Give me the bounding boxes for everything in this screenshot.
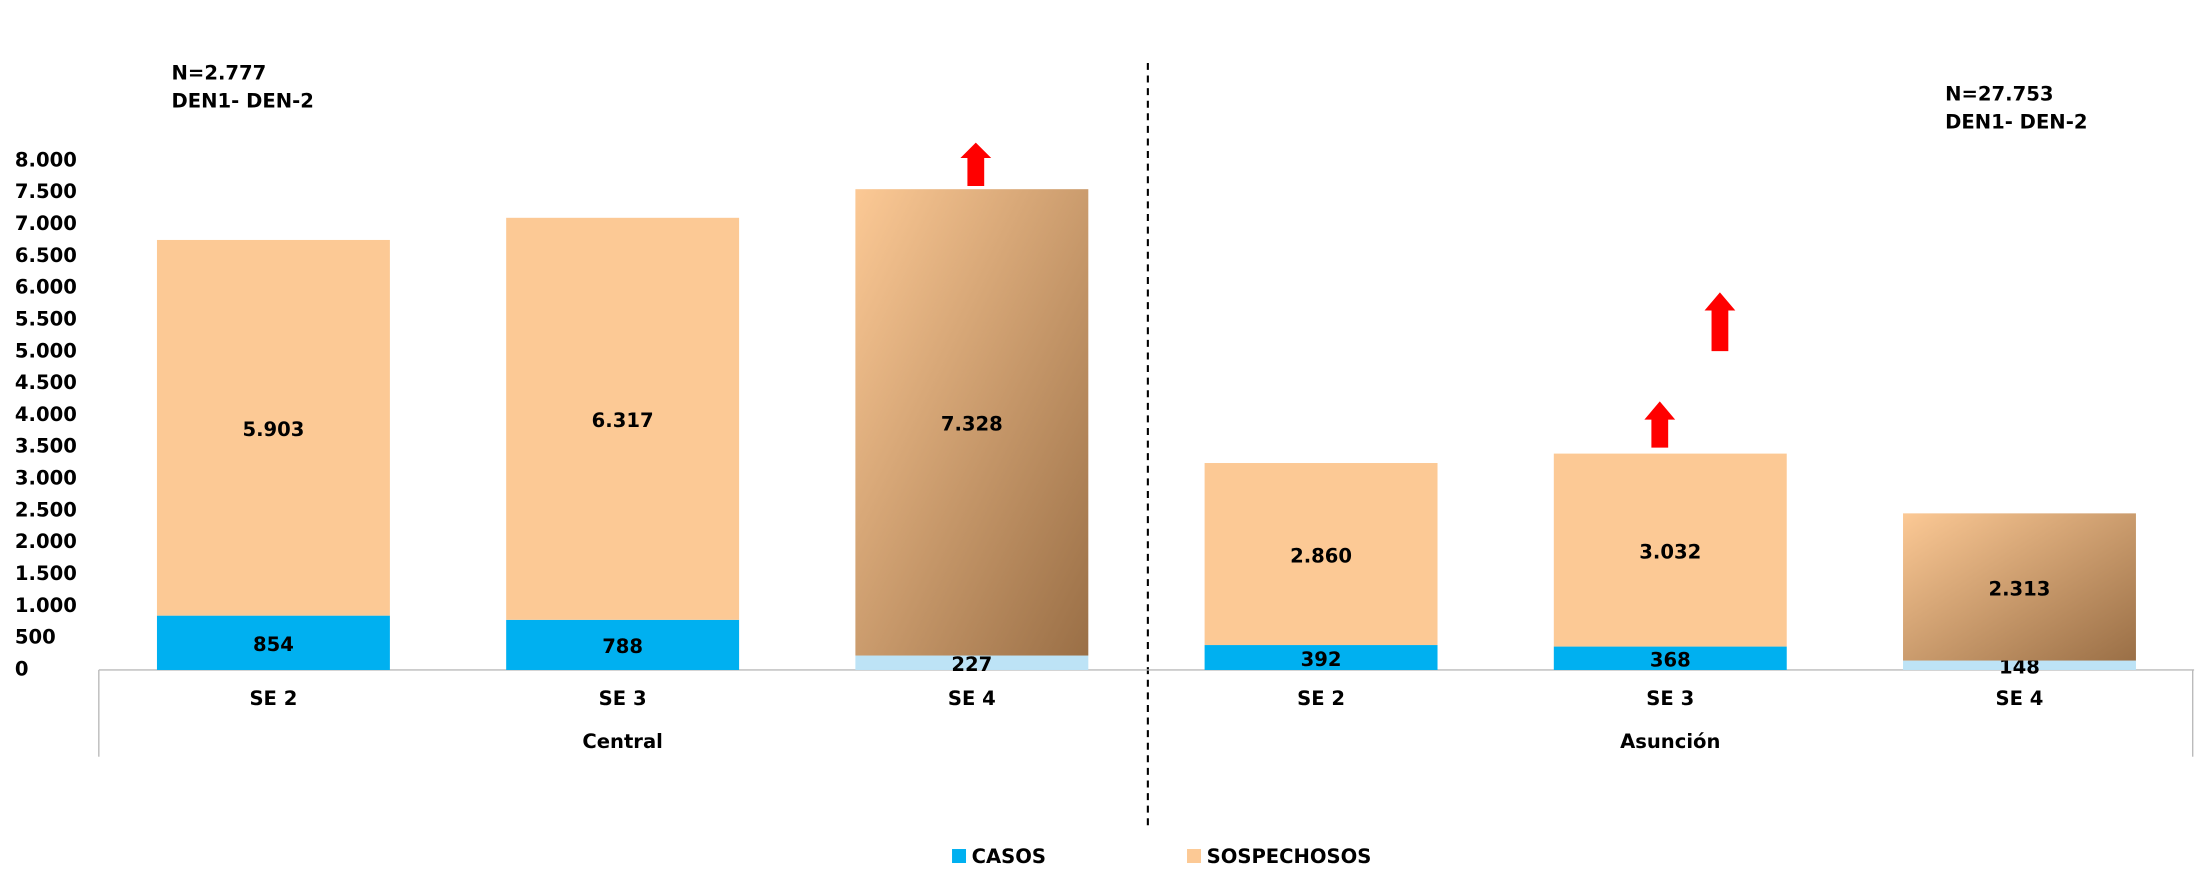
data-label: 368 <box>1650 649 1691 672</box>
bar-segment <box>1903 660 2136 670</box>
y-tick-label: 5.500 <box>15 307 77 330</box>
x-tick-label: SE 4 <box>948 687 996 710</box>
x-tick-label: SE 3 <box>599 687 647 710</box>
data-label: 7.328 <box>941 413 1003 436</box>
bar-segment <box>156 615 390 670</box>
group-label: Central <box>582 730 663 753</box>
bar-segment <box>1553 646 1787 670</box>
arrow <box>960 142 992 187</box>
y-tick-label: 6.000 <box>15 276 77 299</box>
data-label: 2.313 <box>1989 577 2051 600</box>
y-tick-label: 7.000 <box>15 212 77 235</box>
legend-label: SOSPECHOSOS <box>1207 845 1372 868</box>
arrow <box>1704 292 1736 352</box>
x-tick-label: SE 2 <box>1297 687 1345 710</box>
bar-segment <box>1553 453 1787 647</box>
bar-segment <box>1204 463 1438 646</box>
y-tick-label: 0 <box>15 657 29 680</box>
bar-segment <box>506 217 740 620</box>
y-tick-label: 3.000 <box>15 467 77 490</box>
annotation: N=27.753 <box>1945 83 2053 106</box>
bar-segment <box>156 239 390 616</box>
data-label: 148 <box>1999 656 2040 679</box>
y-tick-label: 5.000 <box>15 339 77 362</box>
annotation: DEN1- DEN-2 <box>172 90 314 113</box>
y-tick-label: 6.500 <box>15 244 77 267</box>
data-label: 5.903 <box>242 418 304 441</box>
data-label: 3.032 <box>1639 540 1701 563</box>
x-tick-label: SE 4 <box>1996 687 2044 710</box>
bar-segment <box>506 619 740 670</box>
y-tick-label: 1.000 <box>15 594 77 617</box>
data-label: 6.317 <box>592 409 654 432</box>
bar-segment <box>1903 513 2136 661</box>
group-label: Asunción <box>1620 730 1720 753</box>
y-tick-label: 4.000 <box>15 403 77 426</box>
y-tick-label: 3.500 <box>15 435 77 458</box>
y-tick-label: 8.000 <box>15 148 77 171</box>
y-tick-label: 500 <box>15 626 56 649</box>
y-tick-label: 2.500 <box>15 498 77 521</box>
bar-segment <box>855 655 1089 670</box>
bar-segment <box>855 189 1089 656</box>
y-tick-label: 2.000 <box>15 530 77 553</box>
legend-swatch <box>952 849 967 864</box>
annotation: N=2.777 <box>172 62 267 85</box>
legend-swatch <box>1187 849 1202 864</box>
x-tick-label: SE 2 <box>249 687 297 710</box>
data-label: 392 <box>1301 648 1342 671</box>
data-label: 788 <box>602 635 643 658</box>
y-tick-label: 1.500 <box>15 562 77 585</box>
bar-segment <box>1204 645 1438 670</box>
x-tick-label: SE 3 <box>1646 687 1694 710</box>
y-tick-label: 4.500 <box>15 371 77 394</box>
data-label: 854 <box>253 633 294 656</box>
data-label: 227 <box>951 653 992 676</box>
y-tick-label: 7.500 <box>15 180 77 203</box>
data-label: 2.860 <box>1290 544 1352 567</box>
legend-label: CASOS <box>972 845 1046 868</box>
arrow <box>1644 401 1676 448</box>
annotation: DEN1- DEN-2 <box>1945 111 2087 134</box>
